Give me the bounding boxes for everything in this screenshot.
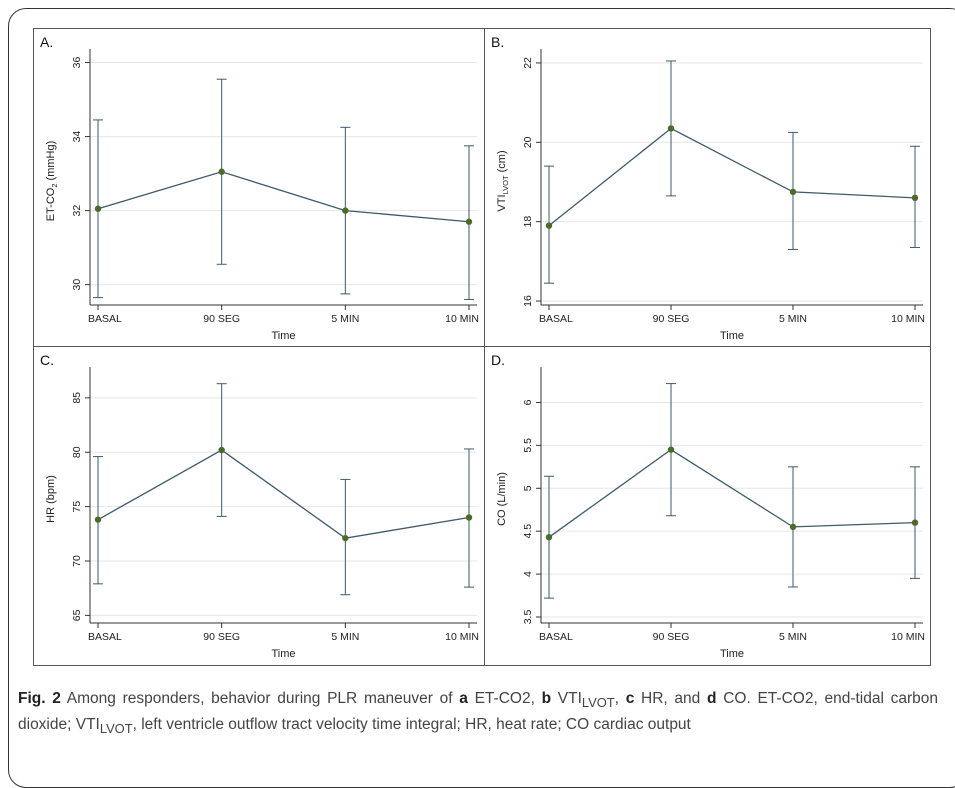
y-tick-label: 30 (71, 279, 83, 291)
y-axis-label: ET-CO2 (mmHg) (45, 141, 59, 222)
panel-label: D. (491, 352, 505, 368)
y-axis-label-sub: 2 (50, 183, 59, 187)
x-tick-label: 90 SEG (203, 631, 240, 643)
y-tick-label: 18 (522, 216, 534, 228)
panel-a: A. 30 32 34 36 BASAL 90 SEG 5 MIN 10 MIN Time ET-… (34, 29, 485, 347)
y-tick-label: 3.5 (522, 610, 534, 625)
x-tick-label: 5 MIN (779, 631, 807, 643)
y-tick-label: 22 (522, 57, 534, 69)
panel-label: B. (491, 34, 505, 50)
data-point (342, 534, 349, 542)
y-axis-label-main: HR (bpm) (45, 475, 57, 523)
x-tick-label: BASAL (539, 313, 573, 325)
chart-co: 3.5 4 4.5 5 5.5 6 BASAL 90 SEG 5 MIN 10 MIN Time CO… (496, 367, 925, 660)
y-tick-label: 32 (71, 205, 83, 217)
chart-hr: 65 70 75 80 85 BASAL 90 SEG 5 MIN 10 MIN Time HR (… (45, 367, 479, 660)
y-tick-label: 75 (71, 501, 83, 513)
caption-text: ET-CO2, (467, 690, 542, 707)
data-point (911, 194, 919, 202)
x-tick-label: 90 SEG (653, 631, 690, 643)
series-line (548, 127, 916, 227)
panel-d: D. 3.5 4 4.5 5 5.5 6 BASAL 90 SEG 5 MIN 10 MIN Tim… (485, 347, 931, 665)
x-tick-label: BASAL (88, 631, 122, 643)
data-point (94, 205, 102, 212)
caption-text: HR, and (634, 690, 708, 707)
x-tick-label: 5 MIN (331, 631, 359, 643)
y-axis-label: CO (L/min) (496, 472, 508, 526)
caption-subscript: LVOT (581, 695, 615, 711)
x-tick-label: BASAL (88, 313, 122, 325)
caption-fig-label: Fig. 2 (18, 690, 61, 707)
figure-caption: Fig. 2 Among responders, behavior during… (18, 688, 938, 740)
caption-letter: b (541, 690, 552, 707)
x-tick-label: 5 MIN (779, 313, 807, 325)
data-point (218, 446, 225, 454)
data-point (94, 516, 102, 523)
y-tick-label: 34 (71, 131, 83, 143)
data-point (545, 222, 553, 229)
y-tick-label: 5.5 (522, 438, 534, 453)
data-point (667, 125, 675, 132)
data-point (465, 514, 473, 521)
y-axis-label-main: CO (L/min) (496, 472, 508, 526)
x-tick-label: 10 MIN (891, 631, 925, 643)
x-axis-label: Time (271, 648, 295, 660)
chart-vti-lvot: 16 18 20 22 BASAL 90 SEG 5 MIN 10 MIN Time VTILVO… (496, 49, 925, 342)
y-tick-label: 16 (522, 295, 534, 307)
data-point (789, 188, 797, 196)
chart-et-co2: 30 32 34 36 BASAL 90 SEG 5 MIN 10 MIN Time ET-CO2… (45, 49, 479, 342)
x-tick-label: 90 SEG (203, 313, 240, 325)
y-axis-label-main: ET-CO (45, 187, 57, 221)
series-line (548, 448, 916, 538)
data-point (789, 523, 797, 531)
caption-text: VTI (551, 690, 582, 707)
y-tick-label: 4.5 (522, 524, 534, 539)
y-tick-label: 4 (522, 571, 534, 577)
y-tick-label: 20 (522, 136, 534, 148)
y-axis-label-main: VTI (496, 194, 508, 211)
data-point (667, 446, 675, 453)
y-axis-label-sub: LVOT (501, 175, 510, 194)
x-tick-label: 5 MIN (331, 313, 359, 325)
x-tick-label: 10 MIN (891, 313, 925, 325)
data-point (342, 207, 349, 214)
y-tick-label: 80 (71, 446, 83, 458)
y-tick-label: 70 (71, 555, 83, 567)
x-tick-label: 10 MIN (445, 313, 479, 325)
caption-letter: a (459, 690, 468, 707)
y-tick-label: 36 (71, 57, 83, 69)
data-point (911, 519, 919, 526)
data-point (218, 168, 225, 175)
y-tick-label: 6 (522, 399, 534, 405)
y-tick-label: 85 (71, 392, 83, 404)
caption-text: Among responders, behavior during PLR ma… (60, 690, 460, 707)
data-point (465, 218, 473, 225)
series-line (97, 171, 470, 223)
y-axis-label-unit: (cm) (496, 150, 508, 175)
caption-text: , left ventricle outflow tract velocity … (132, 716, 691, 734)
caption-letter: d (707, 690, 717, 707)
data-point (545, 533, 553, 541)
y-axis-label-unit: (mmHg) (45, 141, 57, 184)
caption-text: CO. ET-CO2, end-tidal carbon dioxide; VT… (18, 690, 939, 734)
panel-label: C. (40, 352, 54, 368)
x-axis-label: Time (720, 648, 744, 660)
caption-text: , (614, 690, 626, 707)
x-axis-label: Time (720, 330, 744, 342)
y-tick-label: 5 (522, 485, 534, 491)
figure-grid: A. 30 32 34 36 BASAL 90 SEG 5 MIN 10 MIN Time ET-… (33, 28, 931, 666)
y-axis-label: HR (bpm) (45, 475, 57, 523)
panel-label: A. (40, 34, 54, 50)
x-tick-label: 90 SEG (653, 313, 690, 325)
x-axis-label: Time (271, 330, 295, 342)
panel-c: C. 65 70 75 80 85 BASAL 90 SEG 5 MIN 10 MIN Time H… (34, 347, 485, 665)
caption-subscript: LVOT (99, 721, 133, 737)
y-tick-label: 65 (71, 609, 83, 621)
series-line (97, 449, 470, 539)
caption-letter: c (625, 690, 635, 707)
y-axis-label: VTILVOT (cm) (496, 150, 510, 211)
panel-b: B. 16 18 20 22 BASAL 90 SEG 5 MIN 10 MIN Time VTI… (485, 29, 931, 347)
x-tick-label: 10 MIN (445, 631, 479, 643)
x-tick-label: BASAL (539, 631, 573, 643)
